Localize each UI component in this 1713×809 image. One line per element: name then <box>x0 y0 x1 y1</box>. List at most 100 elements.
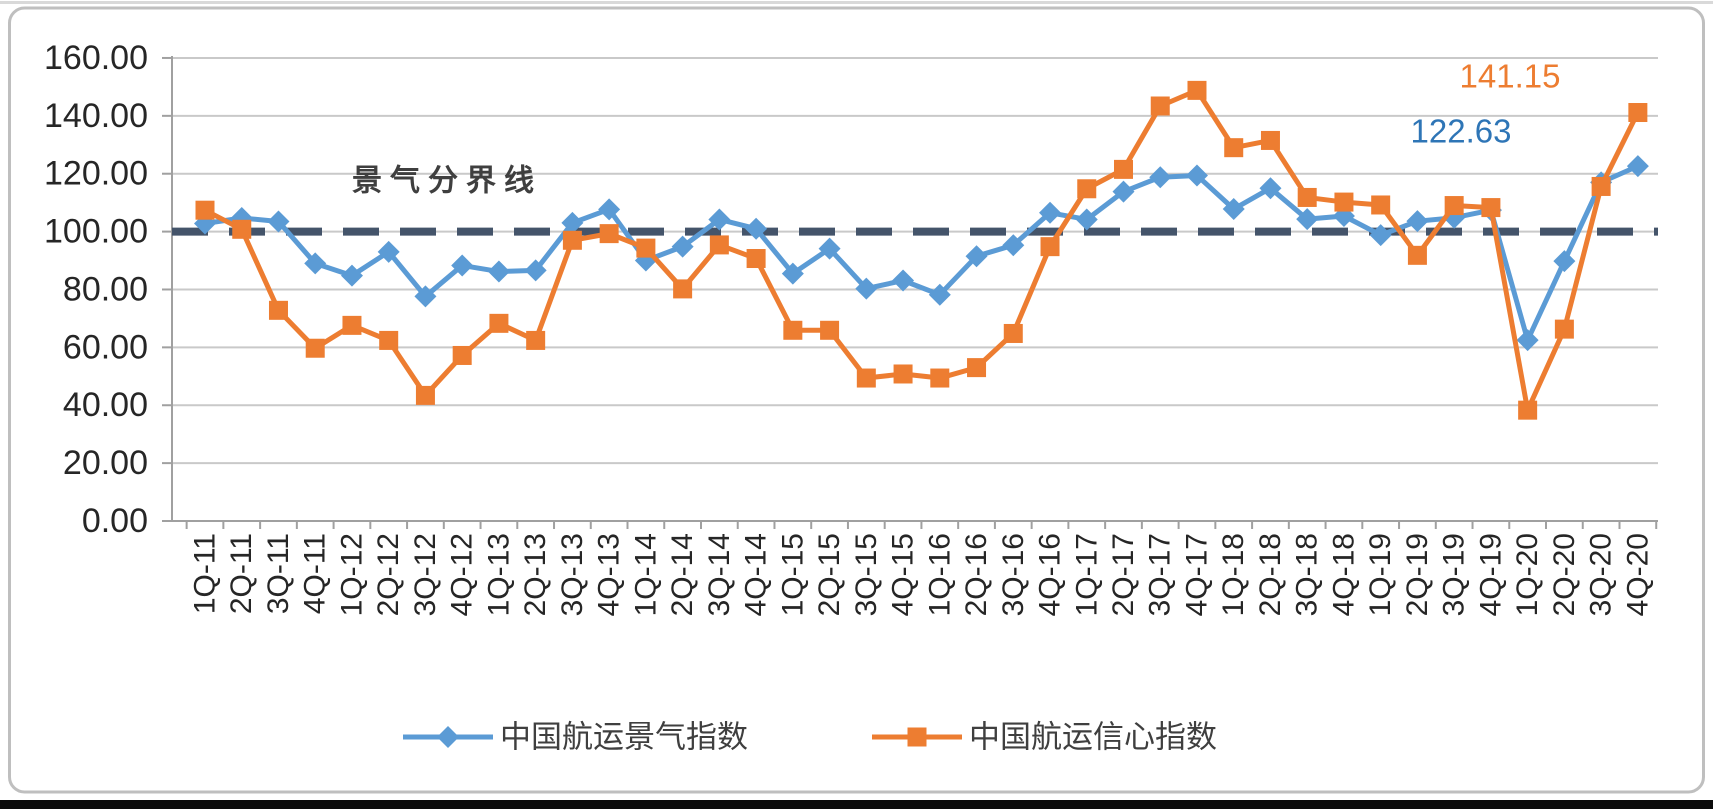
marker-square <box>489 313 509 333</box>
x-axis-label: 1Q-19 <box>1364 533 1397 616</box>
marker-diamond <box>1112 180 1135 203</box>
marker-square <box>1077 179 1097 199</box>
x-axis-label: 1Q-12 <box>335 533 368 616</box>
x-axis-label: 3Q-19 <box>1438 533 1471 616</box>
marker-square <box>268 300 288 320</box>
x-axis-label: 2Q-20 <box>1548 533 1581 616</box>
marker-diamond <box>818 237 841 260</box>
y-axis-label: 60.00 <box>63 328 148 366</box>
x-axis-label: 4Q-11 <box>299 533 332 614</box>
marker-diamond <box>892 269 915 292</box>
x-axis-label: 4Q-12 <box>446 533 479 616</box>
x-axis-label: 1Q-16 <box>923 533 956 616</box>
marker-square <box>415 385 435 405</box>
marker-diamond <box>1222 198 1245 221</box>
x-axis-label: 1Q-20 <box>1511 533 1544 616</box>
x-axis-label: 2Q-18 <box>1254 533 1287 616</box>
marker-diamond <box>377 240 400 263</box>
x-axis-label: 2Q-17 <box>1107 533 1140 616</box>
marker-square <box>1003 323 1023 343</box>
marker-diamond <box>1516 329 1539 352</box>
marker-square <box>452 345 472 365</box>
marker-square <box>562 230 582 250</box>
marker-square <box>1554 319 1574 339</box>
x-axis-label: 4Q-14 <box>740 533 773 616</box>
marker-diamond <box>1406 210 1429 233</box>
marker-diamond <box>487 260 510 283</box>
x-axis-label: 2Q-11 <box>225 533 258 614</box>
marker-diamond <box>1149 166 1172 189</box>
marker-square <box>1481 198 1501 218</box>
annotation-xinxin-value: 141.15 <box>1460 58 1561 95</box>
marker-diamond <box>340 264 363 287</box>
marker-square <box>856 368 876 388</box>
marker-diamond <box>745 217 768 240</box>
marker-square <box>967 358 987 378</box>
marker-square <box>930 368 950 388</box>
marker-square <box>783 320 803 340</box>
x-axis-label: 3Q-16 <box>997 533 1030 616</box>
marker-diamond <box>1626 155 1649 178</box>
marker-square <box>526 330 546 350</box>
marker-diamond <box>1039 201 1062 224</box>
marker-square <box>1591 176 1611 196</box>
y-axis-label: 120.00 <box>44 155 148 193</box>
marker-square <box>1224 138 1244 158</box>
x-axis-label: 2Q-16 <box>960 533 993 616</box>
marker-square <box>1187 80 1207 100</box>
marker-square <box>1628 103 1648 123</box>
y-axis-label: 0.00 <box>82 502 148 540</box>
x-axis-label: 3Q-12 <box>409 533 442 616</box>
marker-square <box>1260 130 1280 150</box>
marker-diamond <box>1553 250 1576 273</box>
bottom-border-bar <box>0 800 1713 809</box>
marker-square <box>1297 187 1317 207</box>
marker-square <box>1444 196 1464 216</box>
marker-diamond <box>1002 234 1025 257</box>
x-axis-label: 4Q-17 <box>1180 533 1213 616</box>
y-axis-label: 80.00 <box>63 270 148 308</box>
marker-diamond <box>1075 208 1098 231</box>
marker-diamond <box>634 249 657 272</box>
marker-diamond <box>1369 224 1392 247</box>
series-line-1 <box>203 87 1641 413</box>
legend-label-xinxin: 中国航运信心指数 <box>969 720 1217 755</box>
x-axis-label: 3Q-15 <box>850 533 883 616</box>
marker-square <box>599 224 619 244</box>
marker-diamond <box>1259 177 1282 200</box>
marker-diamond <box>451 254 474 277</box>
marker-diamond <box>1185 164 1208 187</box>
marker-square <box>1114 159 1133 179</box>
x-axis-label: 3Q-11 <box>262 533 295 614</box>
legend-marker-diamond <box>437 726 459 748</box>
marker-square <box>342 315 362 335</box>
x-axis-label: 2Q-19 <box>1401 533 1434 616</box>
x-axis-label: 4Q-15 <box>887 533 920 616</box>
marker-diamond <box>855 277 878 300</box>
x-axis-label: 3Q-18 <box>1291 533 1324 616</box>
x-axis-label: 3Q-20 <box>1585 533 1618 616</box>
x-axis-label: 1Q-13 <box>482 533 515 616</box>
x-axis-label: 4Q-20 <box>1621 533 1654 616</box>
x-axis-label: 4Q-13 <box>593 533 626 616</box>
marker-square <box>1150 96 1170 116</box>
marker-diamond <box>598 198 621 221</box>
x-axis-label: 2Q-12 <box>372 533 405 616</box>
marker-square <box>1334 192 1354 212</box>
marker-square <box>709 235 729 255</box>
marker-diamond <box>781 262 804 285</box>
marker-square <box>305 338 325 358</box>
x-axis-label: 4Q-18 <box>1327 533 1360 616</box>
marker-square <box>195 200 215 220</box>
reference-line-label: 景气分界线 <box>352 165 542 198</box>
marker-diamond <box>965 245 988 268</box>
x-axis-label: 3Q-14 <box>703 533 736 616</box>
legend-marker-square <box>907 727 927 747</box>
marker-diamond <box>414 285 437 308</box>
marker-diamond <box>304 252 327 275</box>
marker-diamond <box>267 210 290 233</box>
x-axis-label: 4Q-16 <box>1034 533 1067 616</box>
x-axis-label: 1Q-11 <box>189 533 222 614</box>
